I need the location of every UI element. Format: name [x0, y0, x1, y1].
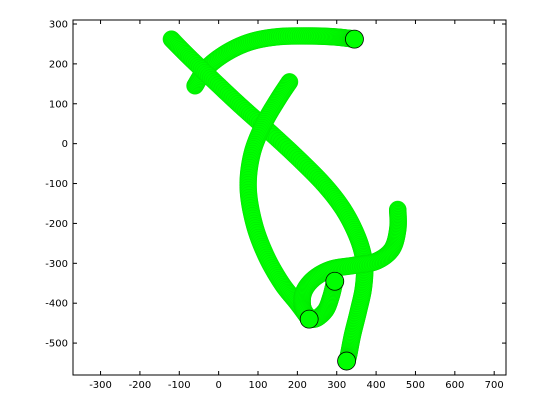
y-tick-label: -200	[45, 219, 68, 230]
x-tick-label: -300	[89, 380, 112, 391]
series-end-marker	[325, 271, 345, 291]
end-markers-layer	[299, 29, 364, 371]
series-end-marker	[299, 309, 319, 329]
series-layer	[162, 27, 407, 370]
x-tick-label: 700	[485, 380, 504, 391]
y-tick-label: 100	[49, 99, 68, 110]
tick-layer: -300 -200 -100 0 100 200 300 400 500 600 700 -500 -4…	[45, 19, 506, 391]
x-tick-label: 0	[215, 380, 221, 391]
series-end-marker	[345, 29, 364, 49]
x-tick-label: 500	[406, 380, 425, 391]
y-tick-label: -400	[45, 299, 68, 310]
x-tick-label: 100	[248, 380, 267, 391]
y-tick-label: -100	[45, 179, 68, 190]
plot-area-frame	[72, 19, 507, 376]
x-tick-label: 300	[327, 380, 346, 391]
chart-axes	[72, 19, 507, 376]
y-tick-label: 300	[49, 19, 68, 30]
y-tick-label: 0	[62, 139, 68, 150]
y-tick-label: -300	[45, 259, 68, 270]
x-tick-label: 200	[288, 380, 307, 391]
x-tick-label: 600	[445, 380, 464, 391]
x-tick-label: -100	[168, 380, 191, 391]
series-end-marker	[337, 351, 356, 371]
x-tick-label: -200	[129, 380, 152, 391]
y-tick-label: -500	[45, 339, 68, 350]
y-tick-label: 200	[49, 59, 68, 70]
x-tick-label: 400	[367, 380, 386, 391]
